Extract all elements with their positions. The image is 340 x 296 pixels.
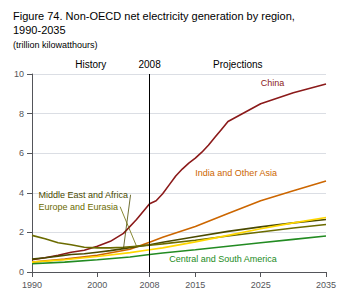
svg-text:4: 4	[19, 188, 24, 198]
svg-text:1990-2035: 1990-2035	[13, 24, 66, 36]
svg-text:2008: 2008	[140, 280, 160, 290]
svg-text:Europe and Eurasia: Europe and Eurasia	[39, 202, 119, 212]
svg-text:10: 10	[14, 69, 24, 79]
svg-text:2: 2	[19, 227, 24, 237]
svg-text:6: 6	[19, 148, 24, 158]
svg-text:2035: 2035	[316, 280, 336, 290]
svg-text:(trillion kilowatthours): (trillion kilowatthours)	[13, 40, 98, 50]
svg-text:Central and South America: Central and South America	[169, 254, 277, 264]
svg-text:History: History	[75, 59, 106, 70]
svg-text:Projections: Projections	[213, 59, 262, 70]
svg-text:1990: 1990	[22, 280, 42, 290]
svg-text:8: 8	[19, 109, 24, 119]
svg-text:2015: 2015	[185, 280, 205, 290]
svg-text:China: China	[261, 78, 285, 88]
svg-text:Middle East and Africa: Middle East and Africa	[39, 190, 129, 200]
svg-text:0: 0	[19, 267, 24, 277]
svg-text:Figure 74. Non-OECD net electr: Figure 74. Non-OECD net electricity gene…	[13, 10, 298, 22]
svg-text:India and Other Asia: India and Other Asia	[195, 168, 277, 178]
svg-text:2008: 2008	[138, 59, 161, 70]
svg-text:2025: 2025	[251, 280, 271, 290]
svg-text:2000: 2000	[87, 280, 107, 290]
